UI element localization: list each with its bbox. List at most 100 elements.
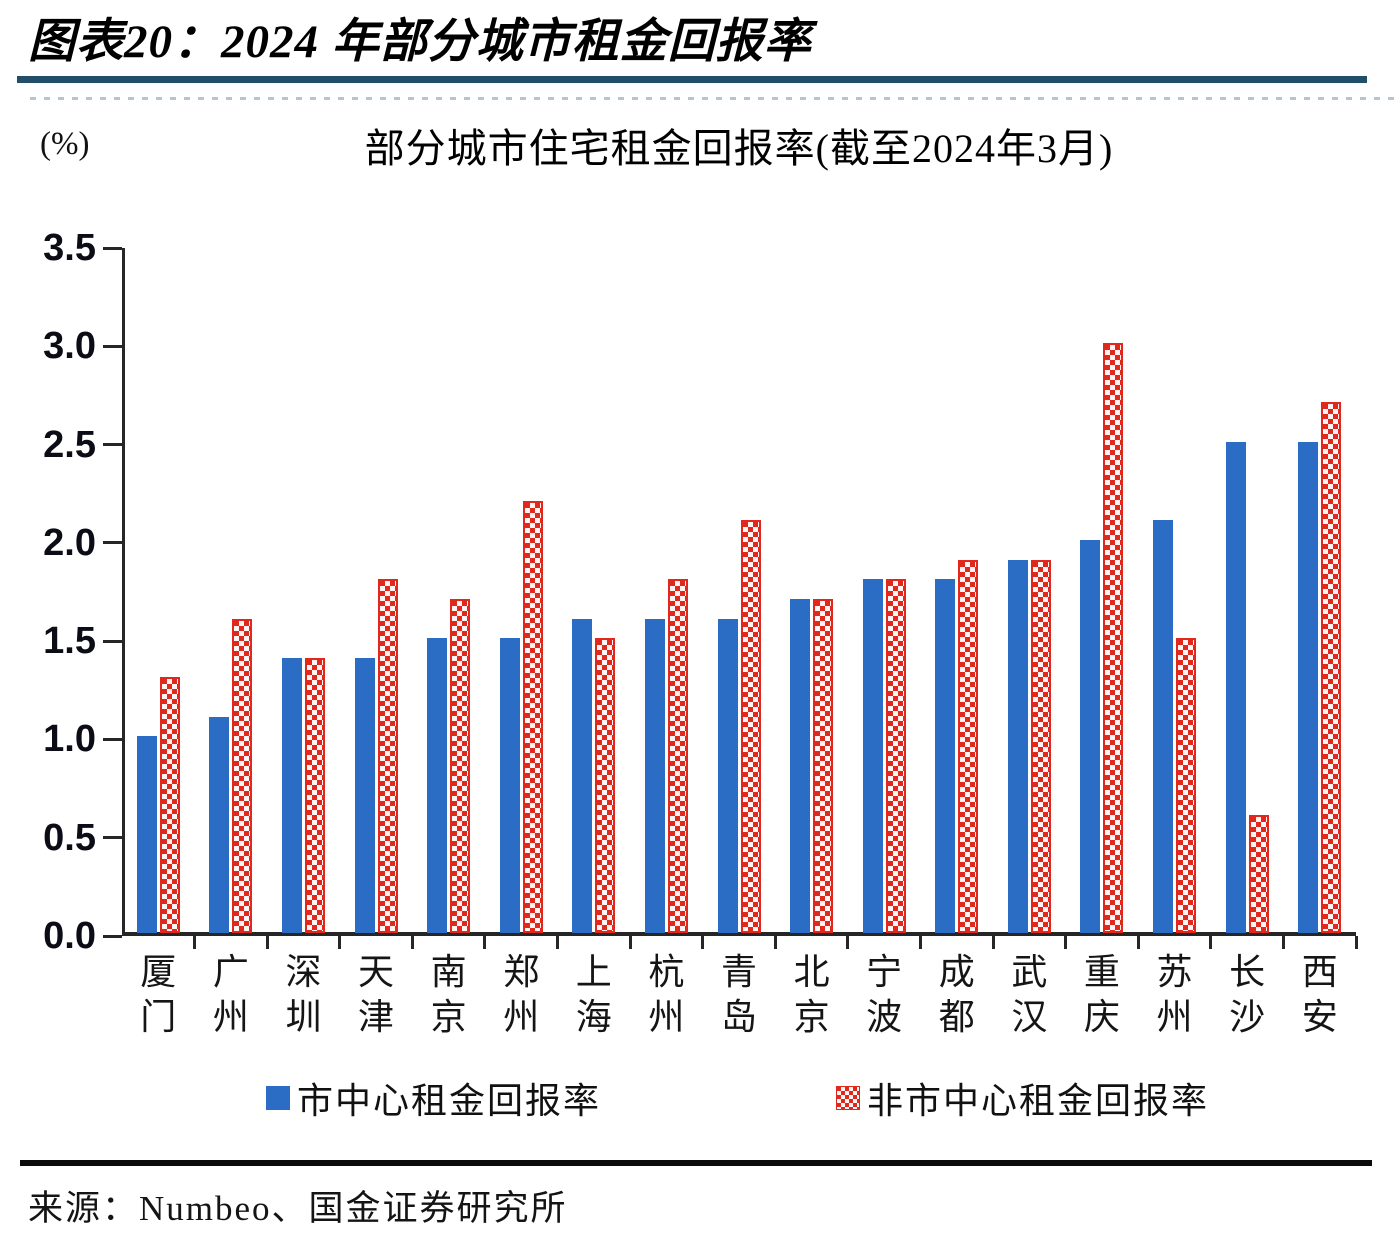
legend-item-city-center: 市中心租金回报率 xyxy=(266,1081,601,1121)
header-rule xyxy=(17,76,1367,83)
y-tick-mark xyxy=(103,443,122,447)
x-tick-mark xyxy=(1354,936,1358,949)
y-tick-mark xyxy=(103,344,122,348)
x-tick-mark xyxy=(483,936,487,949)
bar-city-center-南京 xyxy=(427,638,448,933)
bar-non-city-center-郑州 xyxy=(522,500,543,933)
bar-city-center-郑州 xyxy=(499,638,520,933)
bar-non-city-center-深圳 xyxy=(304,657,325,933)
x-axis-label-杭州: 杭州 xyxy=(648,952,685,1037)
bar-non-city-center-长沙 xyxy=(1248,815,1269,933)
bar-non-city-center-上海 xyxy=(595,638,616,933)
y-tick-label: 3.0 xyxy=(43,325,96,368)
y-axis-unit-label: (%) xyxy=(40,126,90,162)
y-tick-label: 1.0 xyxy=(43,718,96,761)
bar-city-center-重庆 xyxy=(1080,539,1101,933)
bar-city-center-杭州 xyxy=(644,618,665,933)
y-tick-mark xyxy=(103,737,122,741)
bar-non-city-center-宁波 xyxy=(885,579,906,933)
y-tick-label: 0.5 xyxy=(43,816,96,859)
x-tick-mark xyxy=(846,936,850,949)
source-text: 来源：Numbeo、国金证券研究所 xyxy=(28,1189,568,1228)
bar-city-center-苏州 xyxy=(1153,520,1174,933)
x-axis-label-天津: 天津 xyxy=(358,952,395,1037)
legend-item-non-city-center: 非市中心租金回报率 xyxy=(836,1081,1209,1121)
x-axis-label-宁波: 宁波 xyxy=(866,952,903,1037)
y-tick-mark xyxy=(103,541,122,545)
y-tick-label: 2.5 xyxy=(43,423,96,466)
x-tick-mark xyxy=(265,936,269,949)
x-axis-label-西安: 西安 xyxy=(1301,952,1338,1037)
x-axis-label-苏州: 苏州 xyxy=(1156,952,1193,1037)
chart-title: 部分城市住宅租金回报率(截至2024年3月) xyxy=(364,126,1114,171)
header-dotted-line xyxy=(30,97,1398,100)
bar-non-city-center-天津 xyxy=(377,579,398,933)
x-tick-mark xyxy=(991,936,995,949)
y-tick-label: 3.5 xyxy=(43,227,96,269)
y-tick-mark xyxy=(103,639,122,643)
x-axis-label-重庆: 重庆 xyxy=(1083,952,1120,1037)
bar-city-center-北京 xyxy=(790,598,811,933)
x-tick-mark xyxy=(410,936,414,949)
x-axis-label-深圳: 深圳 xyxy=(285,952,322,1037)
x-axis-label-厦门: 厦门 xyxy=(140,952,177,1037)
bar-non-city-center-西安 xyxy=(1321,402,1342,933)
x-tick-mark xyxy=(918,936,922,949)
y-tick-label: 0.0 xyxy=(43,915,96,957)
x-axis-line xyxy=(122,932,1356,936)
y-tick-mark xyxy=(103,934,122,938)
bar-city-center-青岛 xyxy=(717,618,738,933)
x-axis-label-武汉: 武汉 xyxy=(1011,952,1048,1037)
legend-swatch-red xyxy=(836,1086,860,1110)
x-tick-mark xyxy=(773,936,777,949)
bar-non-city-center-厦门 xyxy=(159,677,180,933)
bar-non-city-center-苏州 xyxy=(1176,638,1197,933)
x-axis-label-成都: 成都 xyxy=(938,952,975,1037)
figure-title: 图表20：2024 年部分城市租金回报率 xyxy=(28,16,812,68)
plot-area xyxy=(122,248,1358,949)
x-tick-mark xyxy=(701,936,705,949)
y-tick-mark xyxy=(103,246,122,250)
x-tick-mark xyxy=(1064,936,1068,949)
x-axis-label-青岛: 青岛 xyxy=(720,952,757,1037)
x-axis-label-上海: 上海 xyxy=(575,952,612,1037)
x-tick-mark xyxy=(1209,936,1213,949)
bar-city-center-成都 xyxy=(935,579,956,933)
x-tick-mark xyxy=(1136,936,1140,949)
x-axis-label-南京: 南京 xyxy=(430,952,467,1037)
bar-non-city-center-南京 xyxy=(450,598,471,933)
x-tick-mark xyxy=(1281,936,1285,949)
bar-city-center-宁波 xyxy=(862,579,883,933)
bar-city-center-深圳 xyxy=(281,657,302,933)
x-axis-label-郑州: 郑州 xyxy=(503,952,540,1037)
bar-city-center-长沙 xyxy=(1225,441,1246,933)
bar-city-center-天津 xyxy=(354,657,375,933)
bar-city-center-广州 xyxy=(209,716,230,933)
x-axis-label-广州: 广州 xyxy=(212,952,249,1037)
legend-label-city-center: 市中心租金回报率 xyxy=(297,1081,602,1121)
x-tick-mark xyxy=(338,936,342,949)
bar-city-center-武汉 xyxy=(1007,559,1028,933)
bar-non-city-center-武汉 xyxy=(1030,559,1051,933)
x-tick-mark xyxy=(556,936,560,949)
x-axis-label-北京: 北京 xyxy=(793,952,830,1037)
y-tick-mark xyxy=(103,836,122,840)
legend-label-non-city-center: 非市中心租金回报率 xyxy=(867,1081,1210,1121)
bar-non-city-center-杭州 xyxy=(667,579,688,933)
bar-city-center-西安 xyxy=(1298,441,1319,933)
y-tick-label: 2.0 xyxy=(43,521,96,564)
y-axis-line xyxy=(122,248,125,936)
x-axis-label-长沙: 长沙 xyxy=(1229,952,1266,1037)
y-tick-label: 1.5 xyxy=(43,620,96,663)
bar-non-city-center-成都 xyxy=(958,559,979,933)
bar-city-center-上海 xyxy=(572,618,593,933)
legend-swatch-blue xyxy=(266,1086,290,1110)
bar-non-city-center-青岛 xyxy=(740,520,761,933)
bar-city-center-厦门 xyxy=(136,736,157,933)
x-tick-mark xyxy=(193,936,197,949)
bar-non-city-center-北京 xyxy=(813,598,834,933)
bar-non-city-center-广州 xyxy=(232,618,253,933)
x-tick-mark xyxy=(628,936,632,949)
bar-non-city-center-重庆 xyxy=(1103,343,1124,933)
footer-rule xyxy=(20,1160,1372,1166)
